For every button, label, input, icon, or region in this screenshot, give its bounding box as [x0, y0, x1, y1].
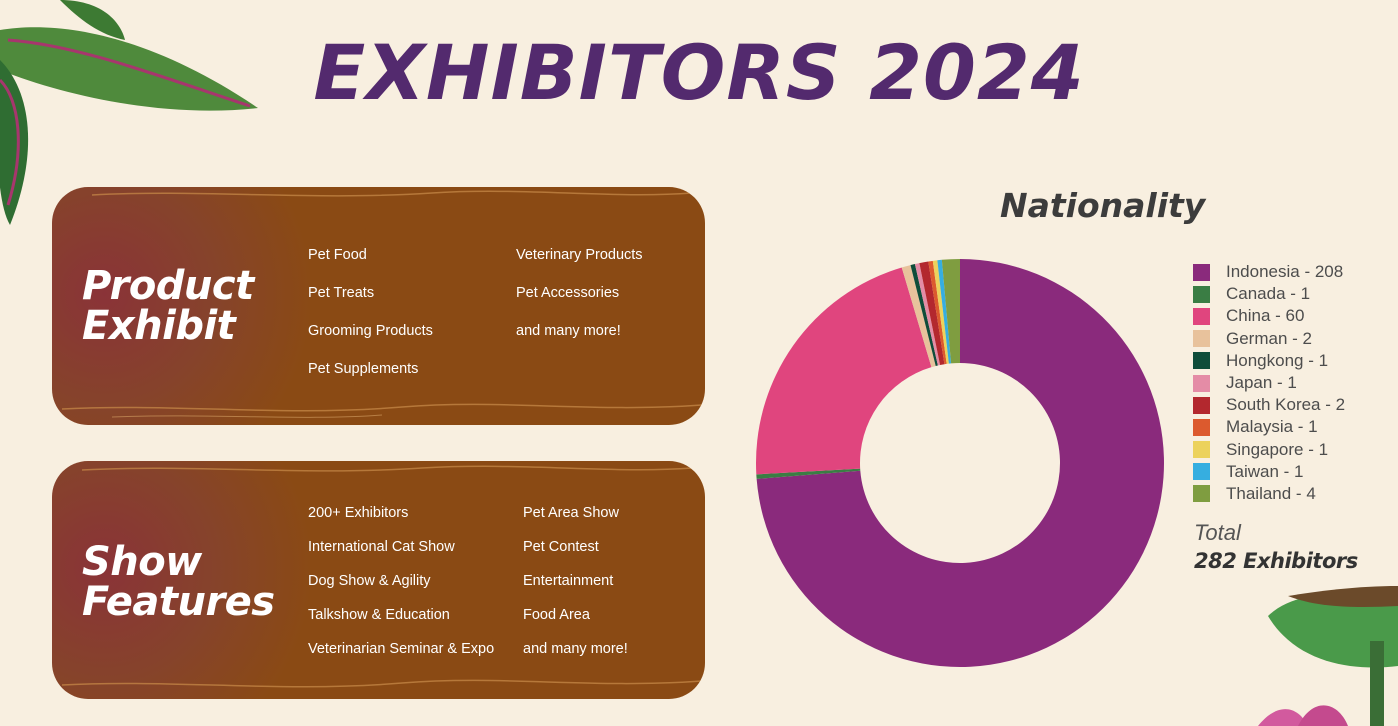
total-value: 282 Exhibitors	[1194, 549, 1358, 573]
product-exhibit-title: Product Exhibit	[82, 263, 254, 349]
donut-slice-german	[901, 265, 936, 368]
legend-item: German - 2	[1193, 328, 1345, 350]
donut-slice-japan	[914, 263, 941, 366]
donut-slice-indonesia	[756, 259, 1164, 667]
legend-item: Japan - 1	[1193, 372, 1345, 394]
legend-item: Thailand - 4	[1193, 483, 1345, 505]
show-features-title: Show Features	[82, 539, 275, 625]
leaf-decoration-bottom-right	[1258, 586, 1398, 726]
show-features-list-right: Pet Area Show Pet Contest Entertainment …	[523, 503, 628, 673]
legend-item: Hongkong - 1	[1193, 350, 1345, 372]
donut-slice-hongkong	[910, 264, 938, 366]
list-item: 200+ Exhibitors	[308, 505, 409, 521]
legend-label: Hongkong - 1	[1226, 350, 1329, 370]
legend-swatch	[1193, 307, 1210, 325]
product-exhibit-list-right: Veterinary Products Pet Accessories and …	[516, 245, 643, 359]
legend-item: Malaysia - 1	[1193, 416, 1345, 438]
legend-swatch	[1193, 441, 1210, 459]
list-item: and many more!	[523, 641, 628, 657]
chart-legend: Indonesia - 208 Canada - 1 China - 60 Germa…	[1193, 261, 1345, 505]
card-texture	[61, 190, 703, 418]
list-item: Pet Accessories	[516, 285, 620, 301]
list-item: Veterinary Products	[516, 247, 643, 263]
legend-item: South Korea - 2	[1193, 394, 1345, 416]
total-label: Total	[1194, 520, 1241, 545]
legend-label: Indonesia - 208	[1226, 262, 1344, 282]
list-item: Talkshow & Education	[308, 607, 450, 623]
list-item: Grooming Products	[308, 323, 433, 339]
donut-slice-canada	[756, 468, 861, 479]
legend-swatch	[1193, 263, 1210, 281]
legend-item: Singapore - 1	[1193, 439, 1345, 461]
list-item: and many more!	[516, 323, 621, 339]
show-features-list-left: 200+ Exhibitors International Cat Show D…	[308, 503, 494, 673]
donut-slice-south-korea	[919, 261, 945, 366]
legend-label: Taiwan - 1	[1226, 461, 1304, 481]
show-features-card: Show Features 200+ Exhibitors Internatio…	[52, 461, 705, 699]
legend-item: Canada - 1	[1193, 283, 1345, 305]
list-item: Veterinarian Seminar & Expo	[308, 641, 495, 657]
list-item: Dog Show & Agility	[308, 573, 431, 589]
list-item: Pet Area Show	[523, 505, 619, 521]
list-item: Pet Food	[308, 247, 367, 263]
legend-label: South Korea - 2	[1226, 395, 1346, 415]
list-item: Entertainment	[523, 573, 614, 589]
donut-slice-malaysia	[928, 260, 947, 365]
list-item: Pet Supplements	[308, 361, 419, 377]
legend-item: China - 60	[1193, 305, 1345, 327]
legend-swatch	[1193, 330, 1210, 348]
legend-swatch	[1193, 374, 1210, 392]
legend-swatch	[1193, 485, 1210, 503]
legend-swatch	[1193, 285, 1210, 303]
product-exhibit-card: Product Exhibit Pet Food Pet Treats Groo…	[52, 187, 705, 425]
chart-title: Nationality	[1000, 186, 1206, 225]
legend-label: Singapore - 1	[1226, 439, 1329, 459]
legend-swatch	[1193, 418, 1210, 436]
legend-label: Malaysia - 1	[1226, 417, 1318, 437]
product-exhibit-list-left: Pet Food Pet Treats Grooming Products Pe…	[308, 245, 433, 397]
page-title: EXHIBITORS 2024	[313, 28, 1085, 117]
legend-swatch	[1193, 396, 1210, 414]
donut-slice-taiwan	[937, 259, 952, 364]
donut-slice-singapore	[932, 260, 949, 364]
legend-item: Indonesia - 208	[1193, 261, 1345, 283]
list-item: Pet Contest	[523, 539, 599, 555]
legend-label: China - 60	[1226, 306, 1305, 326]
legend-swatch	[1193, 352, 1210, 370]
legend-item: Taiwan - 1	[1193, 461, 1345, 483]
legend-label: Japan - 1	[1226, 373, 1297, 393]
donut-slice-thailand	[941, 259, 960, 364]
card-texture	[61, 465, 703, 688]
nationality-donut-chart	[756, 259, 1164, 667]
list-item: Food Area	[523, 607, 590, 623]
list-item: Pet Treats	[308, 285, 375, 301]
leaf-decoration-top-left	[0, 0, 258, 225]
legend-swatch	[1193, 463, 1210, 481]
legend-label: German - 2	[1226, 328, 1312, 348]
legend-label: Canada - 1	[1226, 284, 1311, 304]
legend-label: Thailand - 4	[1226, 483, 1316, 503]
list-item: International Cat Show	[308, 539, 455, 555]
donut-slice-china	[756, 267, 932, 475]
